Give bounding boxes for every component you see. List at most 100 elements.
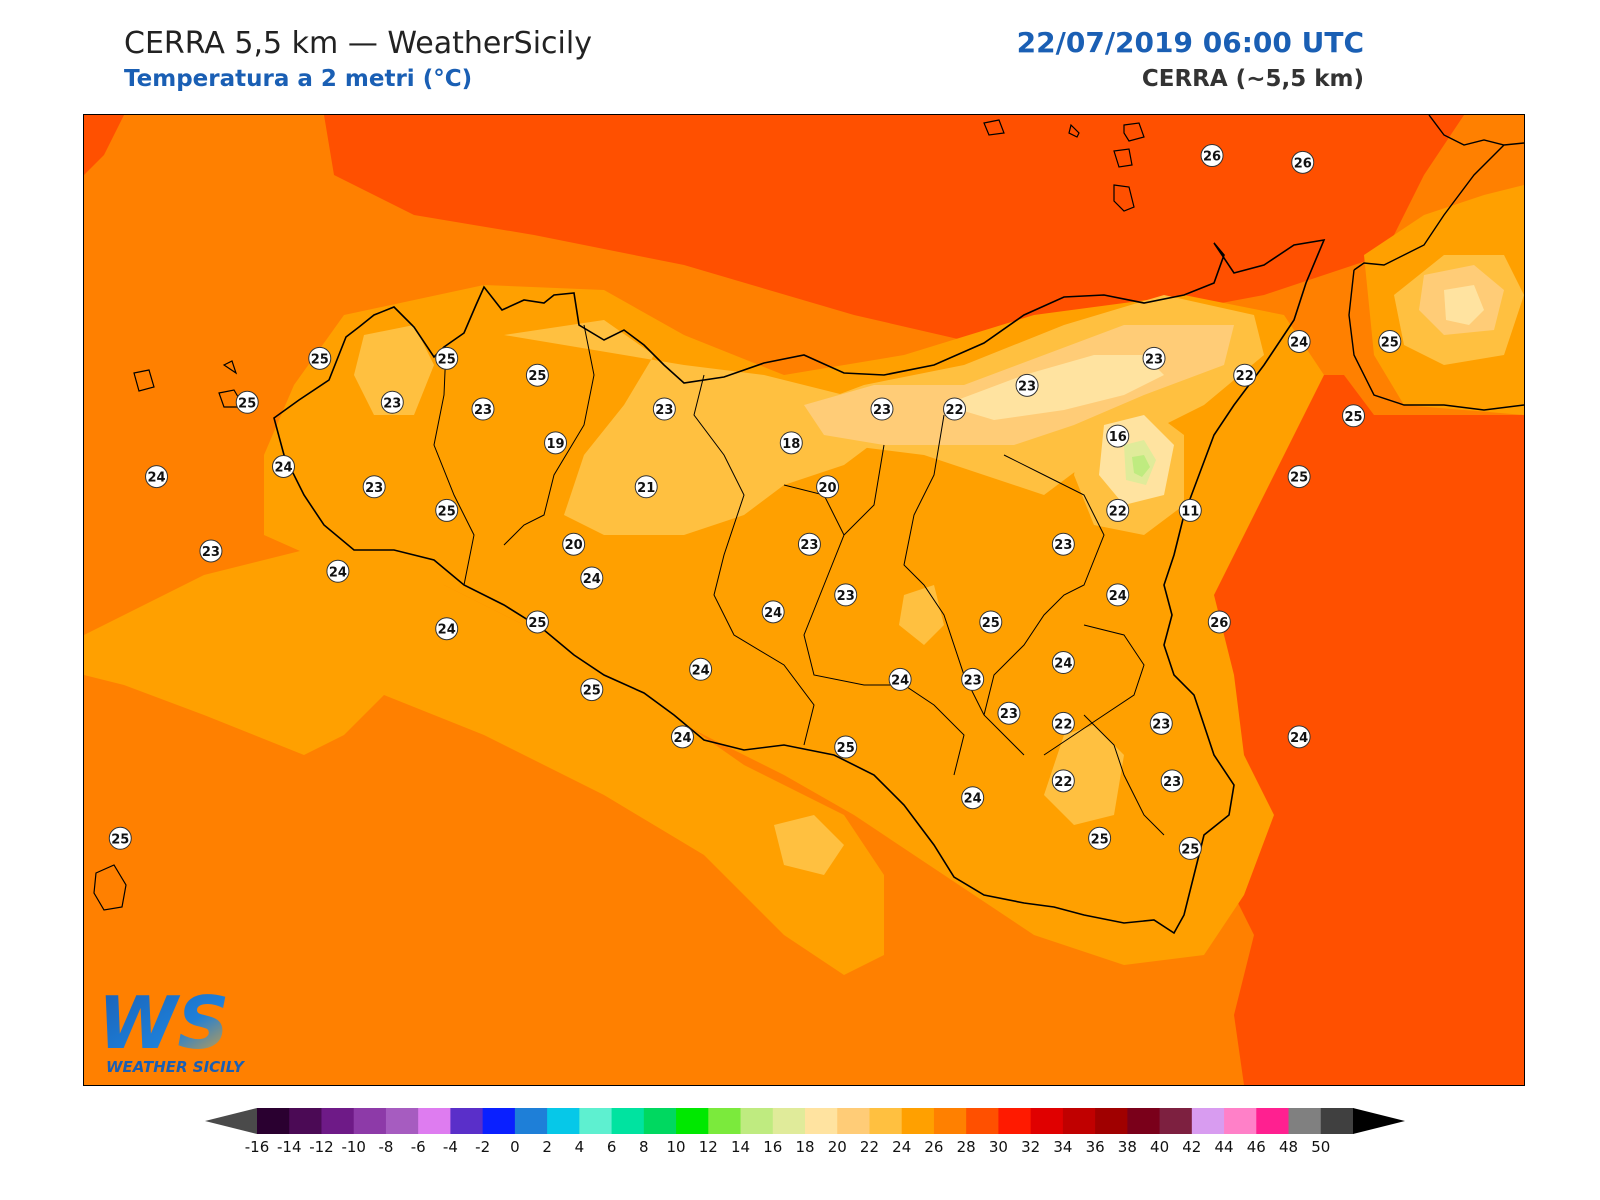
colorbar-segment	[837, 1108, 870, 1134]
station-marker: 23	[1160, 769, 1184, 793]
station-marker: 23	[1015, 373, 1039, 397]
colorbar-tick-label: 34	[1053, 1138, 1072, 1156]
station-value: 25	[438, 352, 456, 367]
station-circle	[1342, 404, 1366, 428]
colorbar-segment	[869, 1108, 903, 1134]
colorbar-tick-label: 46	[1247, 1138, 1266, 1156]
station-value: 25	[583, 684, 601, 699]
colorbar-tick-label: 4	[575, 1138, 585, 1156]
station-value: 22	[1236, 369, 1254, 384]
colorbar-segment	[289, 1108, 322, 1134]
logo-name: WEATHER SICILY	[106, 1058, 246, 1076]
station-value: 23	[1000, 707, 1018, 722]
station-value: 23	[1054, 538, 1072, 553]
station-circle	[1287, 725, 1311, 749]
station-marker: 23	[362, 475, 386, 499]
station-value: 11	[1181, 504, 1199, 519]
station-value: 22	[1054, 775, 1072, 790]
station-marker: 23	[834, 583, 858, 607]
colorbar-tick-label: 26	[924, 1138, 943, 1156]
station-circle	[961, 786, 985, 810]
colorbar-segment	[1288, 1108, 1322, 1134]
colorbar-tick-label: 36	[1086, 1138, 1105, 1156]
colorbar-tick-label: 28	[957, 1138, 976, 1156]
station-circle	[580, 678, 604, 702]
station-value: 24	[692, 663, 710, 678]
colorbar-segment	[708, 1108, 742, 1134]
station-value: 26	[1210, 616, 1228, 631]
station-marker: 25	[580, 678, 604, 702]
station-circle	[816, 475, 840, 499]
colorbar-segment	[1191, 1108, 1225, 1134]
station-marker: 21	[634, 475, 658, 499]
colorbar-segment	[676, 1108, 709, 1134]
colorbar-tick-label: 50	[1311, 1138, 1330, 1156]
station-value: 24	[583, 572, 601, 587]
station-circle	[1378, 329, 1402, 353]
station-value: 26	[1294, 156, 1312, 171]
colorbar-segment	[1320, 1108, 1354, 1134]
station-circle	[1106, 583, 1130, 607]
station-marker: 25	[435, 346, 459, 370]
station-value: 23	[202, 545, 220, 560]
station-circle	[362, 475, 386, 499]
field-18-nebrodi	[944, 355, 1164, 420]
datetime-label: 22/07/2019 06:00 UTC	[1016, 26, 1364, 59]
station-circle	[1106, 424, 1130, 448]
colorbar-segment	[482, 1108, 516, 1134]
station-circle	[1233, 363, 1257, 387]
colorbar-tick-label: 40	[1150, 1138, 1169, 1156]
station-marker: 26	[1291, 150, 1315, 174]
station-marker: 25	[1342, 404, 1366, 428]
station-circle	[761, 600, 785, 624]
station-circle	[1142, 346, 1166, 370]
station-value: 25	[111, 832, 129, 847]
station-value: 24	[673, 731, 691, 746]
colorbar-tick-label: 22	[860, 1138, 879, 1156]
station-value: 24	[274, 460, 292, 475]
station-value: 20	[565, 538, 583, 553]
colorbar-tick-label: 18	[795, 1138, 814, 1156]
map-subtitle: Temperatura a 2 metri (°C)	[124, 66, 473, 92]
colorbar-segment	[450, 1108, 484, 1134]
colorbar-tick-label: -4	[443, 1138, 458, 1156]
station-circle	[1287, 465, 1311, 489]
station-marker: 22	[1233, 363, 1257, 387]
station-value: 22	[1054, 717, 1072, 732]
colorbar-tick-label: 2	[542, 1138, 552, 1156]
station-value: 23	[1018, 379, 1036, 394]
station-marker: 22	[1106, 498, 1130, 522]
station-value: 20	[819, 481, 837, 496]
station-value: 25	[528, 616, 546, 631]
station-circle	[797, 532, 821, 556]
station-circle	[525, 363, 549, 387]
station-circle	[435, 617, 459, 641]
station-circle	[1160, 769, 1184, 793]
field-22-central	[899, 585, 944, 645]
station-circle	[888, 667, 912, 691]
station-marker: 24	[1106, 583, 1130, 607]
station-marker: 25	[235, 390, 259, 414]
station-circle	[997, 701, 1021, 725]
colorbar-tick-label: 48	[1279, 1138, 1298, 1156]
station-marker: 24	[1051, 651, 1075, 675]
station-value: 21	[637, 481, 655, 496]
station-marker: 26	[1200, 144, 1224, 168]
colorbar-under-arrow	[205, 1108, 257, 1134]
station-value: 24	[1290, 731, 1308, 746]
field-24-channel	[84, 545, 884, 975]
station-circle	[108, 826, 132, 850]
station-value: 24	[964, 792, 982, 807]
station-marker: 23	[1051, 532, 1075, 556]
station-marker: 22	[1051, 769, 1075, 793]
colorbar-segment	[901, 1108, 935, 1134]
station-marker: 24	[1287, 329, 1311, 353]
station-marker: 25	[1378, 329, 1402, 353]
station-marker: 23	[380, 390, 404, 414]
colorbar-segment	[805, 1108, 838, 1134]
station-marker: 25	[834, 735, 858, 759]
station-circle	[1088, 826, 1112, 850]
station-marker: 23	[870, 397, 894, 421]
colorbar-segment	[385, 1108, 419, 1134]
field-28-nw	[84, 115, 124, 175]
